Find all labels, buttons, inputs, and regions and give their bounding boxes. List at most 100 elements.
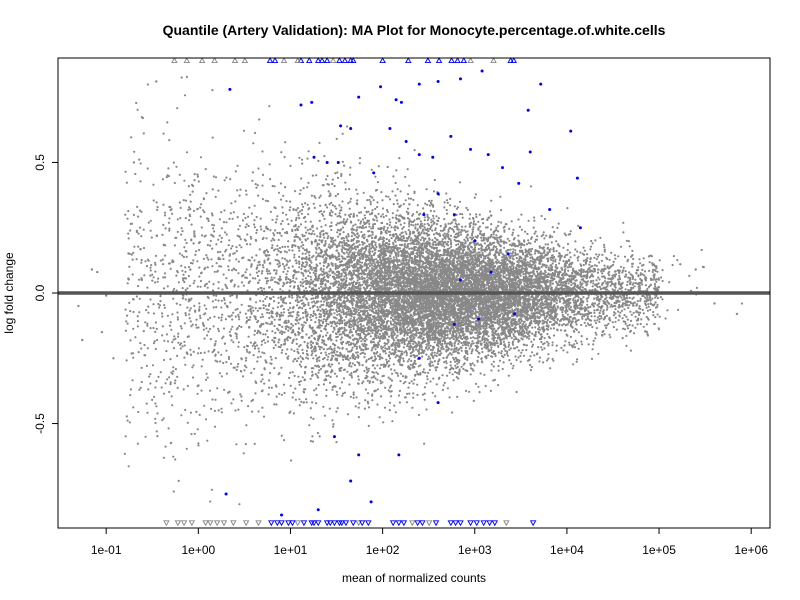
- background-point: [146, 258, 149, 261]
- background-point: [205, 192, 208, 195]
- background-point: [543, 337, 546, 340]
- background-point: [537, 346, 540, 349]
- background-point: [220, 316, 223, 319]
- background-point: [306, 229, 309, 232]
- background-point: [264, 333, 267, 336]
- background-point: [597, 302, 601, 305]
- background-point: [293, 349, 296, 353]
- background-point: [294, 322, 297, 326]
- background-point: [209, 389, 212, 392]
- background-point: [310, 194, 313, 197]
- background-point: [210, 488, 213, 491]
- background-point: [647, 303, 650, 306]
- background-point: [262, 333, 265, 336]
- background-point: [608, 333, 611, 336]
- background-point: [183, 344, 186, 347]
- background-point: [280, 234, 283, 237]
- background-point: [283, 331, 286, 334]
- background-point: [661, 279, 664, 283]
- background-point: [291, 396, 294, 399]
- background-point: [540, 214, 543, 218]
- background-point: [573, 346, 577, 349]
- background-point: [451, 221, 454, 224]
- background-point: [395, 256, 398, 259]
- background-point: [489, 389, 492, 392]
- background-point: [176, 218, 179, 221]
- background-point: [308, 271, 312, 274]
- background-point: [288, 306, 292, 309]
- background-point: [138, 311, 141, 314]
- background-point: [287, 329, 290, 332]
- background-point: [347, 310, 350, 313]
- background-point: [656, 303, 659, 306]
- background-point: [140, 261, 143, 264]
- background-point: [307, 303, 310, 307]
- background-point: [360, 230, 363, 234]
- background-point: [396, 374, 400, 377]
- background-point: [336, 393, 339, 396]
- background-point: [512, 333, 515, 336]
- background-point: [196, 260, 199, 263]
- background-point: [358, 363, 361, 367]
- background-point: [502, 340, 505, 343]
- background-point: [198, 266, 201, 269]
- background-point: [560, 346, 563, 349]
- background-point: [326, 348, 329, 351]
- background-point: [318, 356, 321, 359]
- background-point: [370, 376, 373, 379]
- background-point: [494, 250, 497, 253]
- background-point: [197, 352, 200, 355]
- background-point: [195, 250, 198, 253]
- background-point: [219, 258, 222, 261]
- background-point: [489, 210, 492, 213]
- background-point: [483, 341, 486, 344]
- background-point: [144, 435, 147, 438]
- background-point: [232, 311, 235, 314]
- background-point: [566, 242, 570, 246]
- background-point: [549, 234, 552, 237]
- background-point: [594, 239, 597, 242]
- background-point: [304, 202, 307, 205]
- background-point: [572, 363, 575, 366]
- background-point: [215, 262, 218, 265]
- background-point: [253, 259, 256, 262]
- background-point: [402, 346, 405, 349]
- background-point: [206, 439, 209, 442]
- background-point: [217, 327, 220, 330]
- background-point: [338, 333, 341, 336]
- background-point: [295, 316, 298, 319]
- background-point: [199, 215, 202, 218]
- background-point: [566, 273, 569, 276]
- background-point: [628, 296, 631, 299]
- background-point: [210, 258, 213, 261]
- background-point: [228, 259, 231, 262]
- background-point: [479, 340, 482, 343]
- background-point: [625, 334, 628, 337]
- background-point: [590, 315, 593, 318]
- background-point: [189, 200, 192, 203]
- background-point: [348, 188, 351, 191]
- background-point: [312, 202, 315, 205]
- background-point: [271, 288, 274, 291]
- background-point: [238, 318, 241, 321]
- background-point: [131, 273, 134, 276]
- background-point: [347, 343, 351, 346]
- background-point: [549, 327, 552, 330]
- background-point: [243, 364, 247, 367]
- background-point: [517, 356, 520, 359]
- background-point: [547, 344, 550, 347]
- background-point: [612, 260, 615, 263]
- background-point: [390, 237, 393, 240]
- background-point: [186, 384, 189, 387]
- background-point: [227, 357, 231, 361]
- background-point: [221, 288, 224, 291]
- background-point: [533, 252, 537, 255]
- background-point: [346, 125, 349, 128]
- background-point: [227, 265, 230, 268]
- background-point: [503, 347, 506, 350]
- background-point: [553, 230, 556, 233]
- background-point: [361, 224, 364, 227]
- background-point: [138, 388, 141, 391]
- background-point: [409, 197, 413, 200]
- background-point: [298, 363, 301, 366]
